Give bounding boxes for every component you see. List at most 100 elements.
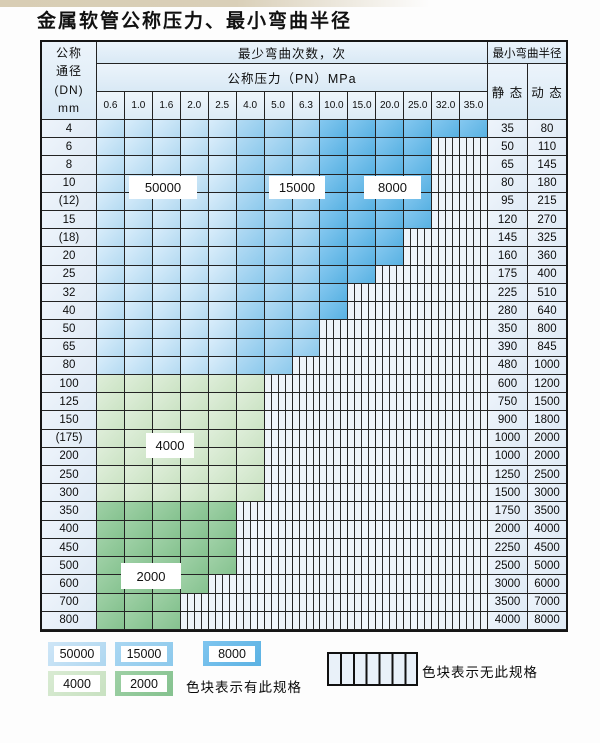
spec-cell <box>208 120 237 139</box>
spec-cell <box>236 338 265 357</box>
no-spec-cell <box>264 411 293 430</box>
static-value: 2250 <box>488 538 528 558</box>
spec-cell <box>320 120 349 139</box>
dynamic-value: 640 <box>528 302 566 321</box>
no-spec-cell <box>320 393 349 412</box>
spec-cell <box>152 338 181 357</box>
spec-cell <box>292 338 321 357</box>
spec-cell <box>97 520 125 539</box>
pressure-tick: 1.0 <box>124 92 153 120</box>
spec-cell <box>236 156 265 175</box>
spec-cell <box>97 265 125 284</box>
spec-cell <box>124 338 153 357</box>
no-spec-cell <box>404 393 433 412</box>
spec-cell <box>180 338 209 357</box>
pressure-tick: 15.0 <box>348 92 377 120</box>
spec-cell <box>180 138 209 157</box>
dn-cell: 32 <box>42 283 97 303</box>
spec-cell <box>152 502 181 521</box>
no-spec-cell <box>404 593 433 612</box>
spec-cell <box>208 374 237 394</box>
scan-edge-strip <box>0 0 430 7</box>
spec-cell <box>208 502 237 521</box>
no-spec-cell <box>236 520 265 539</box>
spec-cell <box>97 538 125 558</box>
spec-cell <box>97 174 125 193</box>
static-value: 480 <box>488 356 528 375</box>
spec-cell <box>264 356 293 375</box>
dynamic-value: 1800 <box>528 411 566 430</box>
static-value: 1250 <box>488 466 528 485</box>
spec-cell <box>236 120 265 139</box>
no-spec-cell <box>460 557 488 576</box>
no-spec-cell <box>376 520 405 539</box>
no-spec-cell <box>348 411 377 430</box>
no-spec-cell <box>236 502 265 521</box>
spec-cell <box>292 211 321 230</box>
no-spec-cell <box>348 538 377 558</box>
no-spec-cell <box>264 557 293 576</box>
no-spec-cell <box>404 338 433 357</box>
dynamic-value: 4500 <box>528 538 566 558</box>
dn-cell: 40 <box>42 302 97 321</box>
no-spec-cell <box>404 247 433 266</box>
legend-swatch-8000-label: 8000 <box>209 645 255 662</box>
no-spec-cell <box>348 447 377 467</box>
spec-cell <box>97 120 125 139</box>
no-spec-cell <box>264 538 293 558</box>
spec-cell <box>348 265 377 284</box>
spec-cell <box>320 283 349 303</box>
dn-cell: 250 <box>42 466 97 485</box>
no-spec-cell <box>236 557 265 576</box>
dynamic-value: 845 <box>528 338 566 357</box>
spec-cell <box>97 192 125 212</box>
spec-cell <box>292 320 321 339</box>
legend-swatch-2000-label: 2000 <box>121 675 167 692</box>
spec-cell <box>180 229 209 248</box>
spec-cell <box>320 174 349 193</box>
no-spec-cell <box>432 283 461 303</box>
spec-cell <box>404 156 433 175</box>
corner-line4: mm <box>58 101 80 115</box>
no-spec-cell <box>292 575 321 594</box>
spec-cell <box>376 138 405 157</box>
no-spec-cell <box>460 211 488 230</box>
dn-cell: 15 <box>42 211 97 230</box>
spec-cell <box>97 320 125 339</box>
spec-cell <box>264 211 293 230</box>
no-spec-cell <box>348 557 377 576</box>
spec-cell <box>264 283 293 303</box>
no-spec-cell <box>432 466 461 485</box>
no-spec-cell <box>404 538 433 558</box>
static-value: 600 <box>488 374 528 394</box>
static-value: 160 <box>488 247 528 266</box>
spec-cell <box>320 229 349 248</box>
spec-cell <box>236 302 265 321</box>
spec-cell <box>124 138 153 157</box>
legend-swatch-50000: 50000 <box>48 642 106 666</box>
spec-cell <box>348 229 377 248</box>
spec-cell <box>236 174 265 193</box>
dn-cell: 80 <box>42 356 97 375</box>
no-spec-cell <box>320 557 349 576</box>
static-value: 3500 <box>488 593 528 612</box>
no-spec-cell <box>320 429 349 448</box>
no-spec-cell <box>236 575 265 594</box>
static-value: 4000 <box>488 611 528 630</box>
static-value: 2500 <box>488 557 528 576</box>
no-spec-cell <box>348 283 377 303</box>
static-value: 900 <box>488 411 528 430</box>
spec-cell <box>208 156 237 175</box>
no-spec-cell <box>320 484 349 503</box>
no-spec-cell <box>320 520 349 539</box>
no-spec-cell <box>292 593 321 612</box>
no-spec-cell <box>208 611 237 630</box>
legend-no-spec-swatch <box>327 652 418 686</box>
spec-cell <box>180 247 209 266</box>
no-spec-cell <box>320 575 349 594</box>
dynamic-value: 325 <box>528 229 566 248</box>
spec-cell <box>208 520 237 539</box>
dynamic-value: 2500 <box>528 466 566 485</box>
spec-cell <box>97 429 125 448</box>
legend-no-spec-text: 色块表示无此规格 <box>422 665 538 680</box>
